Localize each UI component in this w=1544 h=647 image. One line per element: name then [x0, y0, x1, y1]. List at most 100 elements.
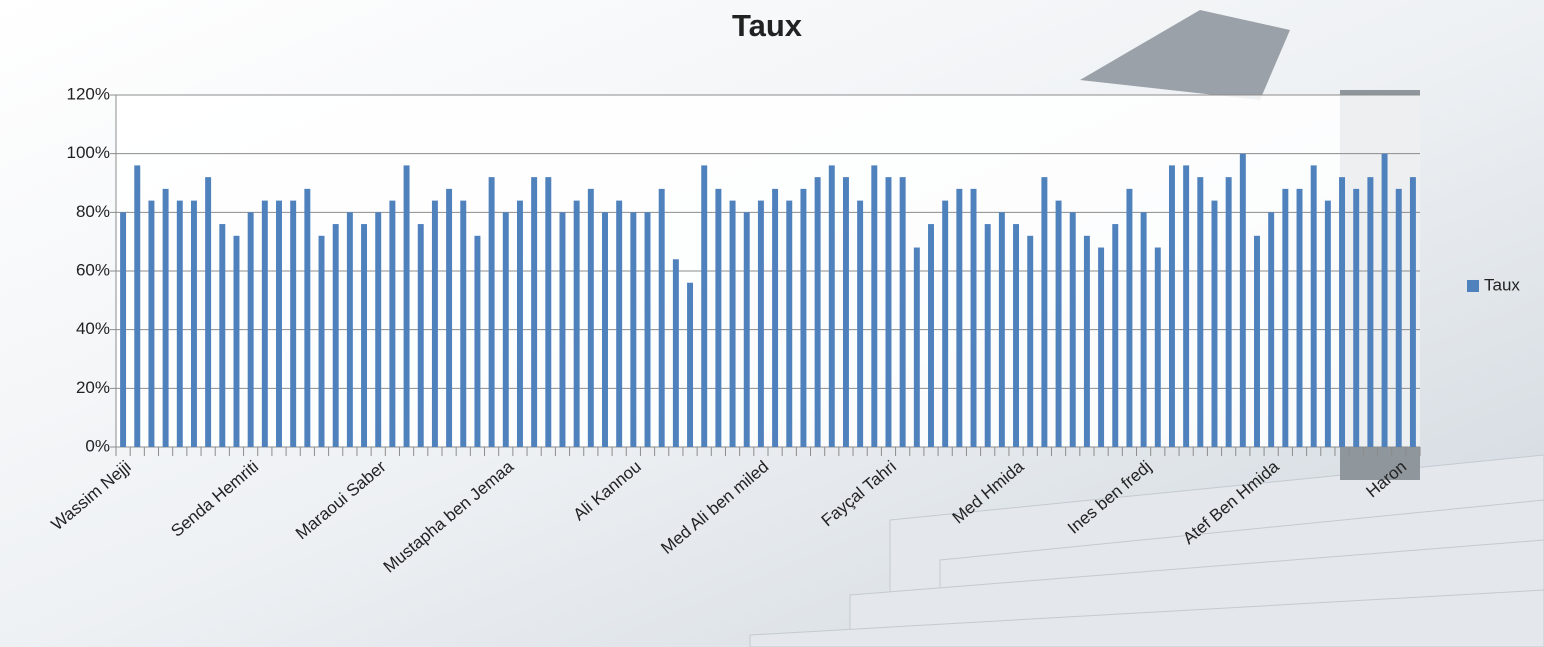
bar	[758, 201, 764, 447]
bar	[375, 212, 381, 447]
bar	[1126, 189, 1132, 447]
bar	[474, 236, 480, 447]
bar	[1282, 189, 1288, 447]
bar	[772, 189, 778, 447]
bar	[148, 201, 154, 447]
bar	[1041, 177, 1047, 447]
bar	[1197, 177, 1203, 447]
bar	[1183, 165, 1189, 447]
bar	[304, 189, 310, 447]
bar	[1367, 177, 1373, 447]
bar	[574, 201, 580, 447]
bar	[1396, 189, 1402, 447]
y-tick-label: 20%	[76, 378, 110, 397]
bar	[1353, 189, 1359, 447]
bar	[1212, 201, 1218, 447]
bar	[404, 165, 410, 447]
bar	[673, 259, 679, 447]
bar	[1027, 236, 1033, 447]
bar	[999, 212, 1005, 447]
bar	[1311, 165, 1317, 447]
bar	[971, 189, 977, 447]
bar	[234, 236, 240, 447]
bar	[730, 201, 736, 447]
bar	[744, 212, 750, 447]
bar	[914, 248, 920, 447]
bar	[857, 201, 863, 447]
bar	[1254, 236, 1260, 447]
y-tick-label: 100%	[67, 143, 110, 162]
bar	[659, 189, 665, 447]
bar	[560, 212, 566, 447]
bar	[942, 201, 948, 447]
bar	[163, 189, 169, 447]
y-tick-label: 0%	[85, 436, 110, 455]
bar	[645, 212, 651, 447]
bar	[630, 212, 636, 447]
bar	[1339, 177, 1345, 447]
bar	[886, 177, 892, 447]
bar	[347, 212, 353, 447]
chart-title: Taux	[732, 8, 803, 43]
chart: Taux 0%20%40%60%80%100%120%Wassim NejjiS…	[0, 0, 1544, 647]
bar	[616, 201, 622, 447]
y-tick-label: 60%	[76, 260, 110, 279]
bar	[588, 189, 594, 447]
bar	[843, 177, 849, 447]
bar	[389, 201, 395, 447]
bar	[1084, 236, 1090, 447]
bar	[687, 283, 693, 447]
bar	[545, 177, 551, 447]
legend-label: Taux	[1484, 275, 1520, 294]
bar	[531, 177, 537, 447]
bar	[1155, 248, 1161, 447]
y-tick-label: 40%	[76, 319, 110, 338]
bar	[446, 189, 452, 447]
bar	[191, 201, 197, 447]
bar	[1112, 224, 1118, 447]
bar	[489, 177, 495, 447]
bar	[361, 224, 367, 447]
y-tick-label: 80%	[76, 202, 110, 221]
bar	[1056, 201, 1062, 447]
bar	[1410, 177, 1416, 447]
bar	[418, 224, 424, 447]
bar	[1098, 248, 1104, 447]
bar	[985, 224, 991, 447]
y-tick-label: 120%	[67, 84, 110, 103]
bar	[602, 212, 608, 447]
bar	[928, 224, 934, 447]
bar	[829, 165, 835, 447]
bar	[900, 177, 906, 447]
bar	[1169, 165, 1175, 447]
bar	[177, 201, 183, 447]
bar	[786, 201, 792, 447]
bar	[262, 201, 268, 447]
bar	[1226, 177, 1232, 447]
bar	[333, 224, 339, 447]
bar	[460, 201, 466, 447]
bar	[205, 177, 211, 447]
bar	[815, 177, 821, 447]
bar	[1070, 212, 1076, 447]
bar	[1141, 212, 1147, 447]
legend-swatch	[1467, 280, 1479, 292]
bar	[319, 236, 325, 447]
bar	[276, 201, 282, 447]
bar	[1268, 212, 1274, 447]
bar	[248, 212, 254, 447]
bar	[956, 189, 962, 447]
bar	[1297, 189, 1303, 447]
bar	[800, 189, 806, 447]
bar	[290, 201, 296, 447]
bar	[517, 201, 523, 447]
bar	[503, 212, 509, 447]
bar	[871, 165, 877, 447]
bar	[120, 212, 126, 447]
bar	[1382, 154, 1388, 447]
bar	[432, 201, 438, 447]
bar	[715, 189, 721, 447]
bar	[219, 224, 225, 447]
bar	[701, 165, 707, 447]
bar	[134, 165, 140, 447]
